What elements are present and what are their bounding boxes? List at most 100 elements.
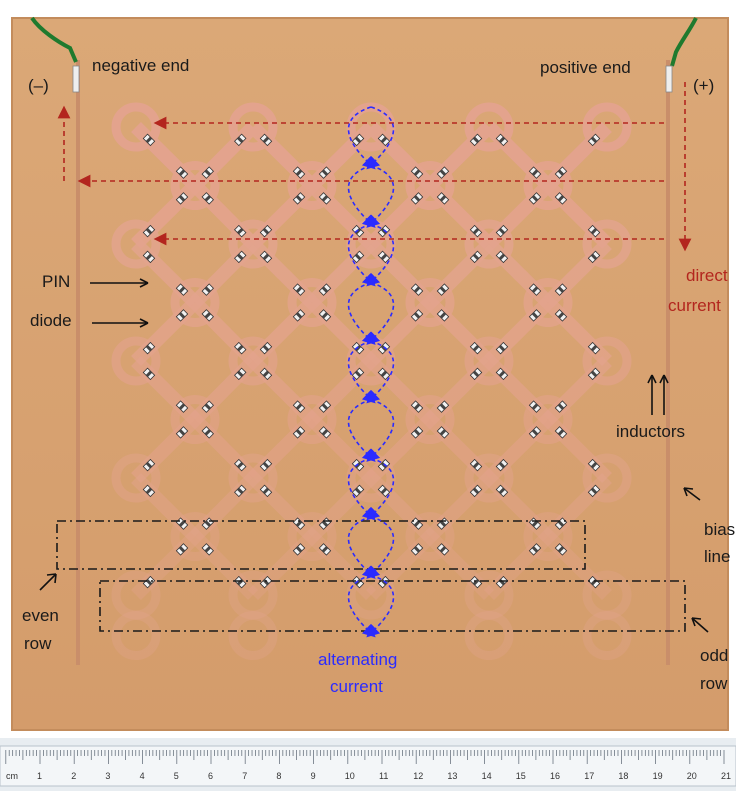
copper-ring (170, 395, 220, 444)
copper-ring (111, 453, 161, 503)
pin-diode-band (354, 461, 362, 469)
copper-ring (582, 102, 632, 152)
pin-diode-band (237, 344, 244, 352)
direct-label: direct (686, 266, 728, 285)
pin-diode-band (295, 546, 303, 553)
pin-diode-band (295, 169, 303, 176)
pin-diode-band (262, 461, 270, 469)
copper-ring (582, 453, 632, 503)
pin-diode-band (145, 227, 153, 235)
pin-diode-band (413, 520, 421, 527)
ruler-number: 19 (652, 771, 663, 781)
pin-diode-band (204, 195, 211, 202)
copper-ring (464, 611, 514, 660)
pin-diode-band (145, 370, 153, 378)
copper-ring (228, 570, 278, 620)
ac-arrow (366, 340, 395, 404)
pin-diode-band (354, 136, 362, 144)
pin-diode-band (145, 578, 153, 586)
copper-ring (228, 453, 278, 503)
ruler-number: 12 (413, 771, 424, 781)
pin-diode-band (380, 344, 388, 352)
pin-diode-band (413, 546, 421, 553)
pin-diode-band (262, 578, 270, 586)
ruler-unit: cm (6, 771, 18, 781)
pin-diode-band (439, 286, 447, 293)
positive-end-label: positive end (540, 58, 631, 77)
pin-diode-band (590, 370, 598, 378)
ac-arrow (347, 574, 376, 638)
ac-arrow (347, 457, 376, 521)
pin-diode-band (237, 227, 244, 235)
ruler-number: 1 (37, 771, 43, 781)
ruler-number: 15 (515, 771, 526, 781)
pin-diode-band (472, 487, 480, 495)
pin-diode-band (380, 578, 388, 586)
copper-ring (582, 336, 632, 386)
even-label: even (22, 606, 59, 625)
ac-arrow (366, 515, 395, 579)
inductors-label: inductors (616, 422, 685, 441)
copper-ring (464, 336, 514, 386)
copper-ring (582, 570, 632, 620)
pin-diode-band (204, 169, 211, 176)
pin-diode-band (531, 546, 539, 553)
copper-ring (464, 453, 514, 503)
pin-diode-band (498, 370, 506, 378)
copper-ring (228, 336, 278, 386)
pin-diode-band (439, 195, 447, 202)
pin-diode-band (472, 578, 480, 586)
pin-diode-band (413, 286, 421, 293)
copper-ring (287, 395, 337, 444)
pin-diode-band (262, 370, 270, 378)
pin-diode-band (557, 429, 565, 436)
pin-diode-band (178, 546, 186, 553)
ruler-number: 18 (618, 771, 629, 781)
pin-diode-band (262, 227, 270, 235)
pointer-arrows (39, 278, 709, 633)
pin-diode-band (557, 286, 565, 293)
pin-diode-band (590, 344, 598, 352)
pin-diode-band (557, 195, 565, 202)
pin-diode-band (380, 227, 388, 235)
dc-arrows (57, 82, 692, 252)
pin-diode-band (237, 253, 244, 261)
pin-diode-band (237, 461, 244, 469)
ruler-number: 6 (208, 771, 214, 781)
copper-ring (523, 278, 573, 327)
pin-diode-band (557, 520, 565, 527)
pin-diode-band (498, 344, 506, 352)
pin-diode-band (472, 461, 480, 469)
pin-diode-band (380, 461, 388, 469)
pin-diode-band (439, 169, 447, 176)
pin-diode-band (413, 429, 421, 436)
ruler-number: 8 (276, 771, 282, 781)
copper-ring (111, 336, 161, 386)
pin-diode-band (204, 286, 211, 293)
pin-diode-band (354, 370, 362, 378)
pin-diode-band (531, 312, 539, 319)
ac-arrow (347, 164, 376, 228)
pin-diode-band (204, 403, 211, 410)
pin-diode-band (531, 520, 539, 527)
pin-diode-band (531, 169, 539, 176)
pin-diode-band (498, 253, 506, 261)
ac-arrow (366, 457, 395, 521)
pin-diode-band (472, 253, 480, 261)
copper-ring (582, 219, 632, 269)
ruler-number: 10 (344, 771, 355, 781)
copper-ring (111, 570, 161, 620)
pin-diode-band (472, 344, 480, 352)
pin-diode-band (590, 136, 598, 144)
pin-diode-band (145, 487, 153, 495)
pin-diode-band (321, 169, 329, 176)
copper-ring (405, 278, 455, 327)
ac-arrow (366, 574, 395, 638)
pin-diode-band (354, 487, 362, 495)
ac-arrow (347, 515, 376, 579)
pin-diode-band (439, 546, 447, 553)
pin-diode-band (321, 312, 329, 319)
copper-ring (523, 395, 573, 444)
pin-diode-band (413, 403, 421, 410)
copper-ring (287, 278, 337, 327)
